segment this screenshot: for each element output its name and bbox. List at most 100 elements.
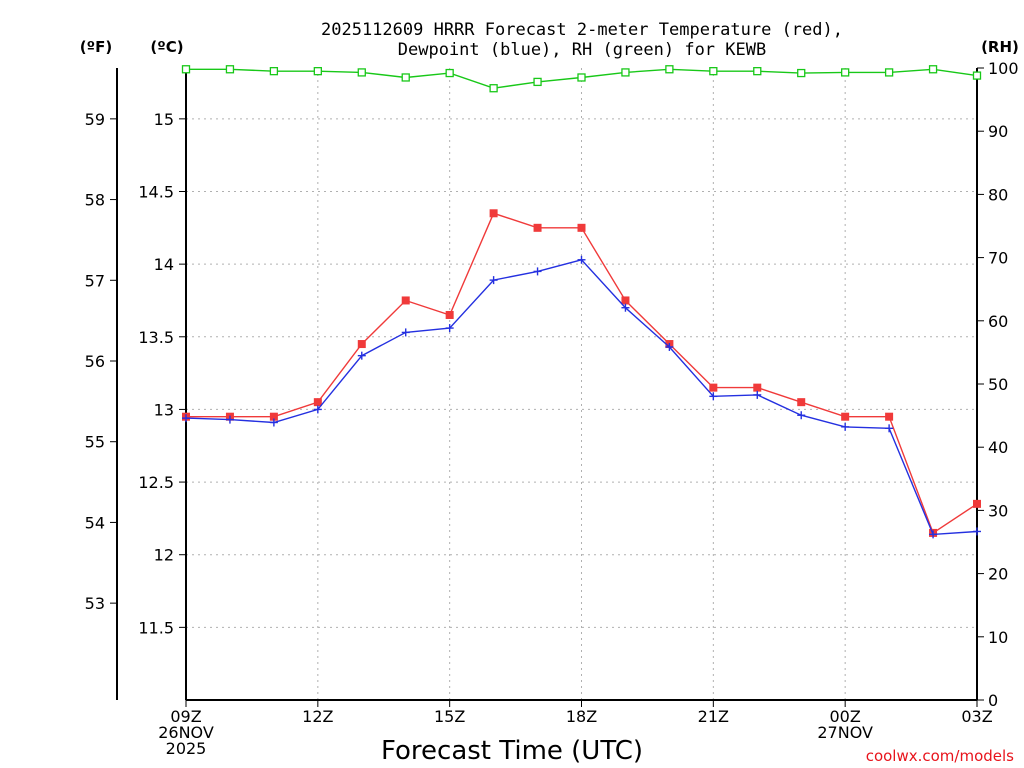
axes xyxy=(116,68,978,701)
data-point-marker xyxy=(709,67,718,76)
rh-tick-label: 80 xyxy=(988,185,1008,204)
series-relative-humidity xyxy=(181,65,982,93)
fahrenheit-unit-label: (ºF) xyxy=(80,38,112,56)
rh-tick-label: 0 xyxy=(988,691,998,710)
rh-tick-label: 100 xyxy=(988,59,1019,78)
x-tick-label: 21Z xyxy=(698,707,729,726)
data-point-marker xyxy=(269,67,279,76)
data-series xyxy=(181,65,982,539)
data-point-marker xyxy=(445,68,454,78)
rh-tick-label: 30 xyxy=(988,501,1008,520)
data-point-marker xyxy=(313,405,322,414)
data-point-marker xyxy=(182,414,190,423)
data-point-marker xyxy=(577,255,586,264)
data-point-marker xyxy=(797,68,806,78)
data-point-marker xyxy=(401,73,410,82)
x-axis-label: Forecast Time (UTC) xyxy=(381,736,643,766)
data-point-marker xyxy=(753,383,762,392)
x-tick-label: 03Z xyxy=(961,707,992,726)
data-point-marker xyxy=(313,398,322,407)
x-tick-label: 26NOV xyxy=(158,723,214,742)
rh-unit-label: (RH) xyxy=(981,38,1019,56)
data-point-marker xyxy=(621,296,630,305)
data-point-marker xyxy=(973,499,981,508)
data-point-marker xyxy=(929,530,938,539)
data-point-marker xyxy=(445,310,454,319)
fahrenheit-tick-label: 53 xyxy=(85,594,105,613)
celsius-tick-label: 13 xyxy=(154,400,174,419)
data-point-marker xyxy=(841,422,850,431)
tick-labels: 11.5 12 12.5 13 13.5 14 14.5 15 53 54 55 56 57 58 59 0 1… xyxy=(85,59,1019,758)
x-tick-label: 2025 xyxy=(166,739,207,758)
rh-tick-label: 40 xyxy=(988,438,1008,457)
fahrenheit-tick-label: 58 xyxy=(85,191,105,210)
data-point-marker xyxy=(357,340,366,349)
data-point-marker xyxy=(313,67,322,76)
data-point-marker xyxy=(709,392,718,401)
data-point-marker xyxy=(972,71,982,80)
x-tick-label: 09Z xyxy=(170,707,201,726)
data-point-marker xyxy=(489,209,498,218)
celsius-tick-label: 13.5 xyxy=(138,328,174,347)
x-tick-label: 12Z xyxy=(302,707,333,726)
data-point-marker xyxy=(533,267,542,276)
data-point-marker xyxy=(269,412,278,421)
celsius-tick-label: 14 xyxy=(154,255,174,274)
chart-title-line1: 2025112609 HRRR Forecast 2-meter Tempera… xyxy=(321,20,843,40)
data-point-marker xyxy=(269,418,278,427)
x-tick-label: 18Z xyxy=(566,707,597,726)
data-point-marker xyxy=(665,342,674,351)
series-dewpoint xyxy=(182,255,981,539)
celsius-tick-label: 15 xyxy=(154,110,174,129)
data-point-marker xyxy=(928,65,938,74)
data-point-marker xyxy=(841,412,850,421)
data-point-marker xyxy=(225,65,235,74)
data-point-marker xyxy=(753,390,762,399)
data-point-marker xyxy=(973,527,981,536)
celsius-unit-label: (ºC) xyxy=(150,38,183,56)
rh-tick-label: 70 xyxy=(988,249,1008,268)
source-credit: coolwx.com/models xyxy=(866,747,1014,765)
series-line xyxy=(185,259,978,536)
fahrenheit-tick-label: 56 xyxy=(85,352,105,371)
data-point-marker xyxy=(357,351,366,360)
data-point-marker xyxy=(401,296,410,305)
x-tick-label: 15Z xyxy=(434,707,465,726)
grid-lines xyxy=(186,68,977,700)
rh-tick-label: 20 xyxy=(988,565,1008,584)
celsius-tick-label: 11.5 xyxy=(138,618,174,637)
data-point-marker xyxy=(709,383,718,392)
data-point-marker xyxy=(841,68,850,77)
data-point-marker xyxy=(577,73,586,82)
data-point-marker xyxy=(533,223,542,232)
celsius-tick-label: 12 xyxy=(154,546,174,565)
rh-tick-label: 90 xyxy=(988,122,1008,141)
data-point-marker xyxy=(225,415,234,424)
fahrenheit-tick-label: 54 xyxy=(85,513,105,532)
data-point-marker xyxy=(181,65,191,74)
data-point-marker xyxy=(489,84,498,93)
data-point-marker xyxy=(797,411,806,420)
data-point-marker xyxy=(753,67,762,76)
celsius-tick-label: 14.5 xyxy=(138,182,174,201)
data-point-marker xyxy=(533,77,542,87)
series-temperature xyxy=(182,209,981,537)
fahrenheit-tick-label: 57 xyxy=(85,271,105,290)
fahrenheit-tick-label: 55 xyxy=(85,433,105,452)
data-point-marker xyxy=(445,324,454,333)
fahrenheit-tick-label: 59 xyxy=(85,110,105,129)
chart-title-line2: Dewpoint (blue), RH (green) for KEWB xyxy=(398,40,766,60)
data-point-marker xyxy=(621,68,630,77)
data-point-marker xyxy=(577,223,586,232)
rh-tick-label: 50 xyxy=(988,375,1008,394)
data-point-marker xyxy=(357,68,366,77)
data-point-marker xyxy=(401,328,410,337)
data-point-marker xyxy=(885,412,894,421)
x-tick-label: 00Z xyxy=(830,707,861,726)
x-tick-label: 27NOV xyxy=(817,723,873,742)
rh-tick-label: 10 xyxy=(988,628,1008,647)
data-point-marker xyxy=(885,424,894,433)
data-point-marker xyxy=(489,276,498,285)
data-point-marker xyxy=(665,65,674,74)
